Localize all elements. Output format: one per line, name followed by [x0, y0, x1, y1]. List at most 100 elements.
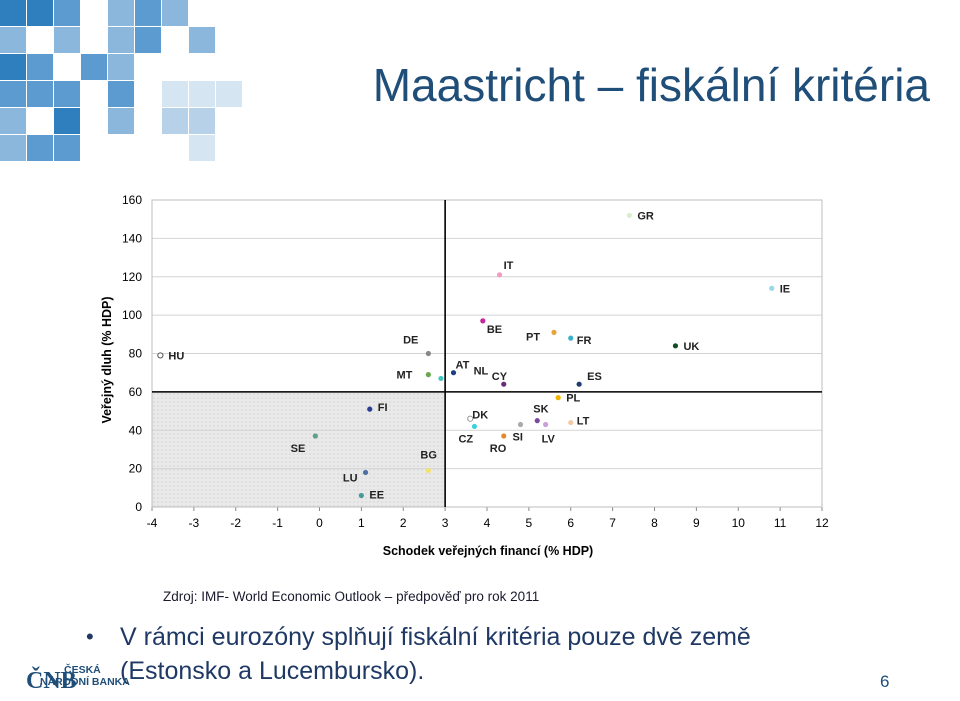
- point-ee: EE: [358, 489, 384, 501]
- point-be: BE: [480, 318, 502, 336]
- page-title: Maastricht – fiskální kritéria: [372, 59, 930, 111]
- mosaic-tile: [162, 0, 188, 26]
- x-tick-label: -1: [272, 516, 283, 530]
- mosaic-tile: [108, 54, 134, 80]
- x-axis-label: Schodek veřejných financí (% HDP): [383, 544, 593, 558]
- mosaic-tile: [27, 81, 53, 107]
- cnb-logo: ČNB: [26, 667, 77, 694]
- point-es: ES: [576, 371, 602, 387]
- data-marker: [517, 421, 524, 428]
- point-label: SE: [291, 443, 306, 455]
- mosaic-tile: [0, 54, 26, 80]
- y-axis-label: Veřejný dluh (% HDP): [100, 296, 114, 423]
- data-marker: [425, 467, 431, 474]
- data-marker: [555, 395, 561, 401]
- point-label: FR: [577, 335, 592, 347]
- x-tick-label: 5: [526, 516, 533, 530]
- point-de: DE: [403, 335, 431, 357]
- data-marker: [551, 329, 557, 335]
- data-marker: [358, 492, 364, 499]
- x-tick-label: 1: [358, 516, 365, 530]
- point-si: SI: [513, 421, 524, 443]
- mosaic-tile: [0, 27, 26, 53]
- mosaic-tile: [108, 81, 134, 107]
- point-label: IT: [504, 260, 514, 272]
- point-hu: HU: [157, 350, 184, 362]
- y-tick-label: 160: [122, 193, 142, 207]
- point-lu: LU: [343, 469, 369, 484]
- logo-line1: ČESKÁ: [64, 664, 101, 676]
- data-marker: [501, 381, 507, 387]
- point-bg: BG: [420, 450, 437, 474]
- point-label: BE: [487, 324, 502, 336]
- point-cy: CY: [492, 371, 508, 387]
- mosaic-tile: [54, 135, 80, 161]
- x-tick-label: 4: [484, 516, 491, 530]
- x-tick-label: 6: [567, 516, 574, 530]
- point-gr: GR: [626, 210, 654, 222]
- logo-text: ČESKÁ NÁRODNÍ BANKA: [40, 664, 130, 688]
- data-marker: [362, 469, 369, 476]
- mosaic-tile: [189, 135, 215, 161]
- x-tick-label: 12: [815, 516, 829, 530]
- mosaic-tile: [0, 81, 26, 107]
- mosaic-tile: [27, 0, 53, 26]
- point-label: CZ: [458, 433, 473, 445]
- data-marker: [367, 406, 373, 412]
- data-marker: [769, 285, 775, 291]
- point-label: BG: [420, 450, 437, 462]
- x-tick-label: 8: [651, 516, 658, 530]
- point-fr: FR: [568, 335, 591, 347]
- point-label: PL: [566, 393, 580, 405]
- x-tick-label: -2: [230, 516, 241, 530]
- data-marker: [568, 419, 574, 426]
- point-label: MT: [396, 370, 412, 382]
- point-pt: PT: [526, 329, 557, 343]
- data-marker: [496, 272, 503, 278]
- point-label: CY: [492, 371, 508, 383]
- mosaic-tile: [108, 27, 134, 53]
- point-label: HU: [168, 350, 184, 362]
- data-marker: [471, 423, 478, 430]
- y-tick-label: 40: [129, 423, 143, 437]
- data-marker: [480, 318, 486, 324]
- point-ro: RO: [490, 433, 507, 455]
- bullet-icon: •: [86, 624, 94, 649]
- point-label: GR: [637, 210, 654, 222]
- mosaic-tile: [54, 0, 80, 26]
- criteria-zone: [152, 391, 446, 507]
- data-marker: [450, 370, 457, 376]
- header-mosaic: [0, 0, 242, 161]
- point-label: SI: [513, 431, 523, 443]
- plot-frame: [151, 199, 823, 508]
- point-cz: CZ: [458, 423, 478, 445]
- mosaic-tile: [189, 27, 215, 53]
- point-at: AT: [450, 360, 470, 376]
- mosaic-tile: [54, 108, 80, 134]
- data-marker: [568, 335, 574, 341]
- y-tick-label: 0: [135, 500, 142, 514]
- mosaic-tile: [27, 54, 53, 80]
- point-uk: UK: [672, 341, 699, 353]
- data-marker: [576, 381, 582, 387]
- data-marker: [501, 433, 507, 439]
- y-tick-label: 140: [122, 231, 142, 245]
- mosaic-tile: [27, 135, 53, 161]
- mosaic-tile: [108, 0, 134, 26]
- point-se: SE: [291, 433, 318, 455]
- data-marker: [467, 415, 474, 422]
- x-tick-label: -3: [189, 516, 200, 530]
- data-marker: [312, 433, 318, 439]
- point-label: RO: [490, 443, 507, 455]
- data-marker: [534, 418, 540, 424]
- point-sk: SK: [533, 404, 549, 424]
- point-label: EE: [369, 489, 384, 501]
- x-tick-label: 3: [442, 516, 449, 530]
- x-tick-label: 9: [693, 516, 700, 530]
- point-label: UK: [683, 341, 699, 353]
- data-marker: [157, 352, 164, 359]
- point-pl: PL: [555, 393, 581, 405]
- point-label: DE: [403, 335, 418, 347]
- mosaic-tile: [54, 27, 80, 53]
- point-dk: DK: [467, 410, 488, 422]
